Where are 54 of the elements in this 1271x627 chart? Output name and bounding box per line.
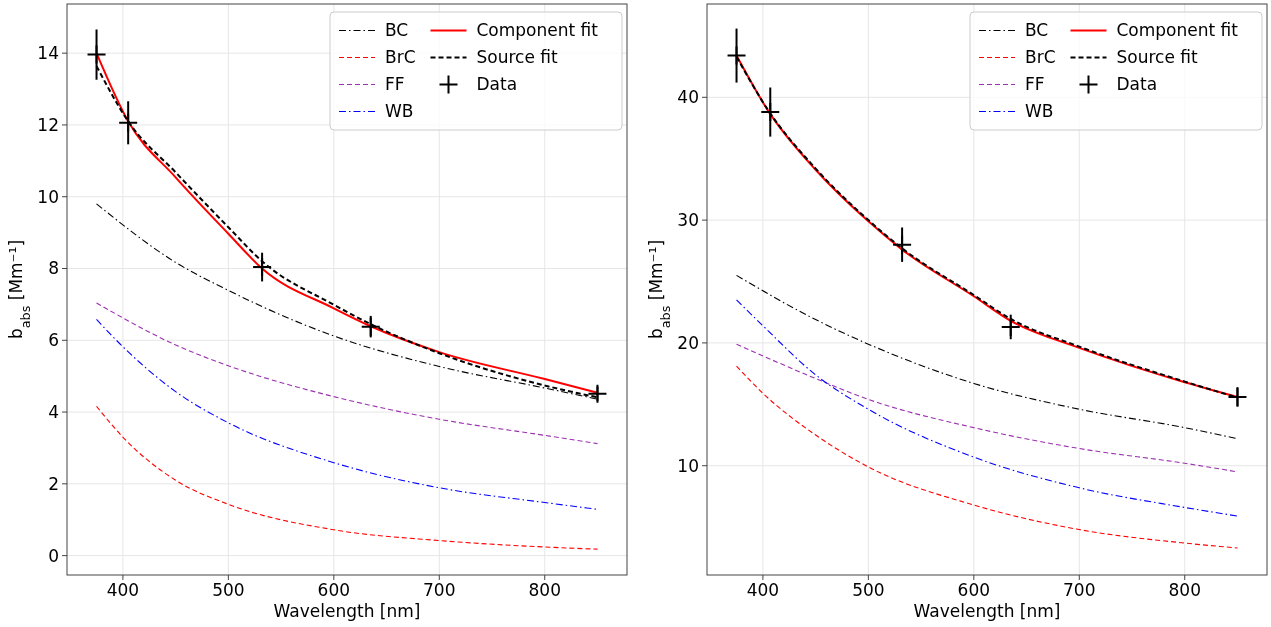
legend-label: BrC <box>385 47 416 68</box>
y-tick-label: 40 <box>677 87 699 108</box>
point <box>760 102 781 123</box>
legend-label: BC <box>1025 20 1049 41</box>
x-axis-title: Wavelength [nm] <box>273 601 421 621</box>
y-tick-label: 20 <box>677 332 699 353</box>
line-series <box>735 365 1239 549</box>
y-tick-label: 0 <box>48 545 59 566</box>
line-series <box>95 318 599 510</box>
x-tick-label: 800 <box>528 580 561 600</box>
y-tick-label: 30 <box>677 210 699 231</box>
point <box>118 112 139 133</box>
x-tick-label: 500 <box>212 580 245 600</box>
legend-label: FF <box>385 74 405 95</box>
line-series <box>735 299 1239 517</box>
y-tick-label: 6 <box>48 330 59 351</box>
point <box>1000 316 1021 337</box>
point <box>252 257 273 278</box>
legend-label: Data <box>476 74 518 95</box>
line-series <box>735 274 1239 440</box>
y-tick-label: 4 <box>48 402 59 423</box>
y-tick-label: 10 <box>677 455 699 476</box>
x-tick-label: 400 <box>106 580 140 600</box>
line-series <box>95 405 599 550</box>
point <box>892 234 913 255</box>
line-series <box>95 302 599 445</box>
legend-label: WB <box>1025 101 1054 122</box>
x-axis-title: Wavelength [nm] <box>913 601 1061 621</box>
x-tick-label: 400 <box>746 580 780 600</box>
point <box>1227 386 1248 407</box>
x-tick-label: 700 <box>1063 580 1096 600</box>
y-tick-label: 10 <box>37 186 59 207</box>
y-tick-label: 12 <box>37 114 59 135</box>
x-tick-label: 500 <box>852 580 885 600</box>
point <box>360 316 381 337</box>
legend-label: Data <box>1116 74 1158 95</box>
point <box>726 45 747 66</box>
legend-label: Component fit <box>1116 20 1239 41</box>
legend-label: Component fit <box>476 20 599 41</box>
y-tick-label: 14 <box>37 43 59 64</box>
legend-label: Source fit <box>476 47 558 68</box>
point <box>587 383 608 404</box>
x-tick-label: 600 <box>957 580 991 600</box>
point <box>86 44 107 65</box>
y-tick-label: 2 <box>48 473 59 494</box>
x-tick-label: 600 <box>317 580 351 600</box>
y-tick-label: 8 <box>48 258 59 279</box>
legend-label: BrC <box>1025 47 1056 68</box>
legend-label: Source fit <box>1116 47 1198 68</box>
legend-label: BC <box>385 20 409 41</box>
legend-label: WB <box>385 101 414 122</box>
x-tick-label: 700 <box>423 580 456 600</box>
legend-label: FF <box>1025 74 1045 95</box>
x-tick-label: 800 <box>1168 580 1201 600</box>
